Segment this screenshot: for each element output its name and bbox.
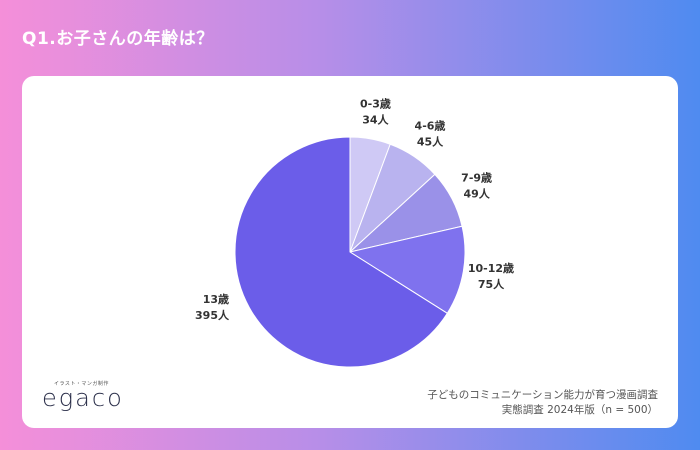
slice-label-group: 10-12歳 75人 (468, 261, 514, 291)
slice-value-label: 75人 (478, 277, 505, 291)
source-line-1: 子どものコミュニケーション能力が育つ漫画調査 (427, 389, 658, 401)
egaco-logo: イラスト・マンガ制作 egaco (42, 376, 142, 416)
slice-label-group: 0-3歳 34人 (360, 96, 391, 126)
pie-slice-13歳 (234, 136, 448, 368)
slice-category-label: 4-6歳 (415, 118, 446, 132)
chart-card: 0-3歳 34人 4-6歳 45人 7-9歳 49人 10-12歳 75人 13歳 395人 イラ… (22, 76, 678, 428)
slice-category-label: 7-9歳 (461, 171, 492, 185)
pie-slice-10-12歳 (348, 225, 466, 314)
page-title: Q1.お子さんの年齢は？ (22, 29, 214, 49)
source-line-2: 実態調査 2024年版（n = 500） (501, 404, 658, 416)
slice-category-label: 13歳 (203, 292, 229, 306)
slice-label-group: 4-6歳 45人 (415, 118, 446, 148)
slice-label-group: 7-9歳 49人 (461, 171, 492, 201)
slice-category-label: 0-3歳 (360, 96, 391, 110)
slice-category-label: 10-12歳 (468, 261, 514, 275)
slice-label-group: 13歳 395人 (195, 292, 230, 322)
slice-value-label: 45人 (417, 134, 444, 148)
slice-value-label: 395人 (195, 308, 230, 322)
logo-tagline: イラスト・マンガ制作 (54, 381, 109, 387)
logo-text: egaco (42, 384, 124, 412)
slice-value-label: 49人 (463, 187, 490, 201)
source-note: 子どものコミュニケーション能力が育つ漫画調査 実態調査 2024年版（n = 5… (427, 388, 658, 418)
slice-value-label: 34人 (362, 112, 389, 126)
pie-chart: 0-3歳 34人 4-6歳 45人 7-9歳 49人 10-12歳 75人 13歳 395人 (195, 96, 514, 368)
